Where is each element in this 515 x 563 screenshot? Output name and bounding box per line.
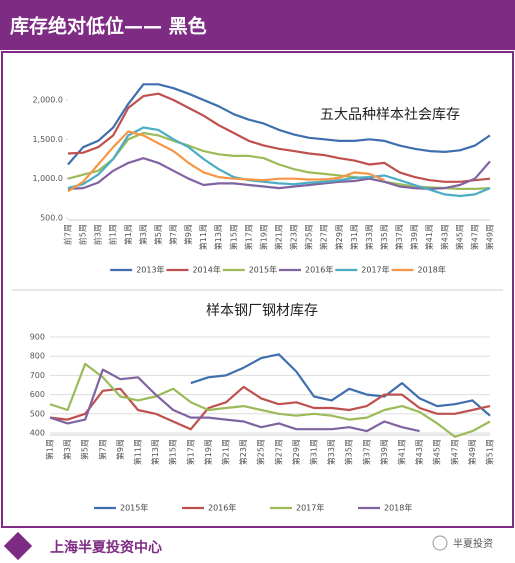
x-tick-label: 第37周 bbox=[394, 224, 404, 250]
x-tick-label: 第15周 bbox=[228, 224, 238, 250]
x-tick-label: 第47周 bbox=[449, 439, 459, 465]
x-tick-label: 第11周 bbox=[198, 224, 208, 250]
y-tick-label: 500 bbox=[30, 409, 45, 418]
frame bbox=[1, 51, 514, 528]
header-bar bbox=[0, 0, 515, 50]
x-tick-label: 第3周 bbox=[138, 224, 148, 245]
x-tick-label: 前3周 bbox=[93, 224, 103, 245]
x-tick-label: 第1周 bbox=[123, 224, 133, 245]
x-tick-label: 第3周 bbox=[62, 439, 72, 460]
series-line bbox=[67, 130, 385, 193]
legend-label: 2017年 bbox=[296, 503, 324, 513]
x-tick-label: 第13周 bbox=[150, 439, 160, 465]
legend-label: 2017年 bbox=[361, 265, 389, 275]
x-tick-label: 第7周 bbox=[97, 439, 107, 460]
x-tick-label: 第17周 bbox=[243, 224, 253, 250]
x-tick-label: 第21周 bbox=[274, 224, 284, 250]
y-tick-label: 2,000.0 bbox=[32, 96, 63, 105]
series-line bbox=[67, 157, 491, 190]
x-tick-label: 前5周 bbox=[78, 224, 88, 245]
x-tick-label: 第43周 bbox=[439, 224, 449, 250]
series-line bbox=[67, 126, 491, 198]
series-line bbox=[49, 385, 491, 431]
x-tick-label: 第35周 bbox=[344, 439, 354, 465]
y-tick-label: 800 bbox=[30, 352, 45, 361]
x-tick-label: 第49周 bbox=[467, 439, 477, 465]
x-tick-label: 第25周 bbox=[304, 224, 314, 250]
x-tick-label: 第11周 bbox=[133, 439, 143, 465]
x-tick-label: 第43周 bbox=[414, 439, 424, 465]
legend-label: 2018年 bbox=[418, 265, 446, 275]
chart-title: 五大品种样本社会库存 bbox=[320, 107, 460, 123]
chart-title: 样本钢厂钢材库存 bbox=[206, 303, 318, 319]
x-tick-label: 第29周 bbox=[291, 439, 301, 465]
x-tick-label: 第33周 bbox=[364, 224, 374, 250]
footer-org: 上海半夏投资中心 bbox=[50, 539, 162, 556]
x-tick-label: 第45周 bbox=[432, 439, 442, 465]
x-tick-label: 第39周 bbox=[379, 439, 389, 465]
x-tick-label: 第19周 bbox=[258, 224, 268, 250]
x-tick-label: 第15周 bbox=[168, 439, 178, 465]
footer-brand: 半夏投资 bbox=[453, 537, 493, 550]
x-tick-label: 第29周 bbox=[334, 224, 344, 250]
y-tick-label: 400 bbox=[30, 429, 45, 438]
x-tick-label: 第19周 bbox=[203, 439, 213, 465]
x-tick-label: 第31周 bbox=[309, 439, 319, 465]
x-tick-label: 第9周 bbox=[115, 439, 125, 460]
x-tick-label: 前7周 bbox=[63, 224, 73, 245]
y-tick-label: 1,000.0 bbox=[32, 174, 63, 183]
x-tick-label: 第5周 bbox=[153, 224, 163, 245]
x-tick-label: 前1周 bbox=[108, 224, 118, 245]
x-tick-label: 第41周 bbox=[397, 439, 407, 465]
logo bbox=[3, 531, 33, 561]
y-tick-label: 700 bbox=[30, 371, 45, 380]
y-tick-label: 1,500.0 bbox=[32, 135, 63, 144]
y-tick-label: 600 bbox=[30, 390, 45, 399]
legend-label: 2013年 bbox=[136, 265, 164, 275]
x-tick-label: 第1周 bbox=[45, 439, 55, 460]
x-tick-label: 第49周 bbox=[485, 224, 495, 250]
x-tick-label: 第41周 bbox=[424, 224, 434, 250]
x-tick-label: 第23周 bbox=[238, 439, 248, 465]
x-tick-label: 第33周 bbox=[326, 439, 336, 465]
x-tick-label: 第21周 bbox=[221, 439, 231, 465]
x-tick-label: 第7周 bbox=[168, 224, 178, 245]
x-tick-label: 第35周 bbox=[379, 224, 389, 250]
x-tick-label: 第9周 bbox=[183, 224, 193, 245]
x-tick-label: 第37周 bbox=[361, 439, 371, 465]
x-tick-label: 第23周 bbox=[289, 224, 299, 250]
x-tick-label: 第47周 bbox=[469, 224, 479, 250]
x-tick-label: 第13周 bbox=[213, 224, 223, 250]
series-line bbox=[190, 353, 491, 417]
legend-label: 2015年 bbox=[120, 503, 148, 513]
series-line bbox=[49, 362, 491, 438]
y-tick-label: 900 bbox=[30, 333, 45, 342]
x-tick-label: 第5周 bbox=[80, 439, 90, 460]
legend-label: 2014年 bbox=[192, 265, 220, 275]
legend-label: 2018年 bbox=[384, 503, 412, 513]
x-tick-label: 第27周 bbox=[319, 224, 329, 250]
legend-label: 2016年 bbox=[305, 265, 333, 275]
legend-label: 2016年 bbox=[208, 503, 236, 513]
x-tick-label: 第45周 bbox=[454, 224, 464, 250]
series-line bbox=[49, 368, 420, 433]
x-tick-label: 第31周 bbox=[349, 224, 359, 250]
x-tick-label: 第27周 bbox=[273, 439, 283, 465]
y-tick-label: 500.0 bbox=[40, 214, 63, 223]
x-tick-label: 第17周 bbox=[185, 439, 195, 465]
series-line bbox=[67, 83, 491, 166]
header-title: 库存绝对低位—— 黑色 bbox=[10, 15, 207, 38]
x-tick-label: 第39周 bbox=[409, 224, 419, 250]
series-line bbox=[67, 92, 491, 183]
wechat-icon bbox=[432, 535, 448, 551]
x-tick-label: 第25周 bbox=[256, 439, 266, 465]
legend-label: 2015年 bbox=[249, 265, 277, 275]
x-tick-label: 第51周 bbox=[485, 439, 495, 465]
